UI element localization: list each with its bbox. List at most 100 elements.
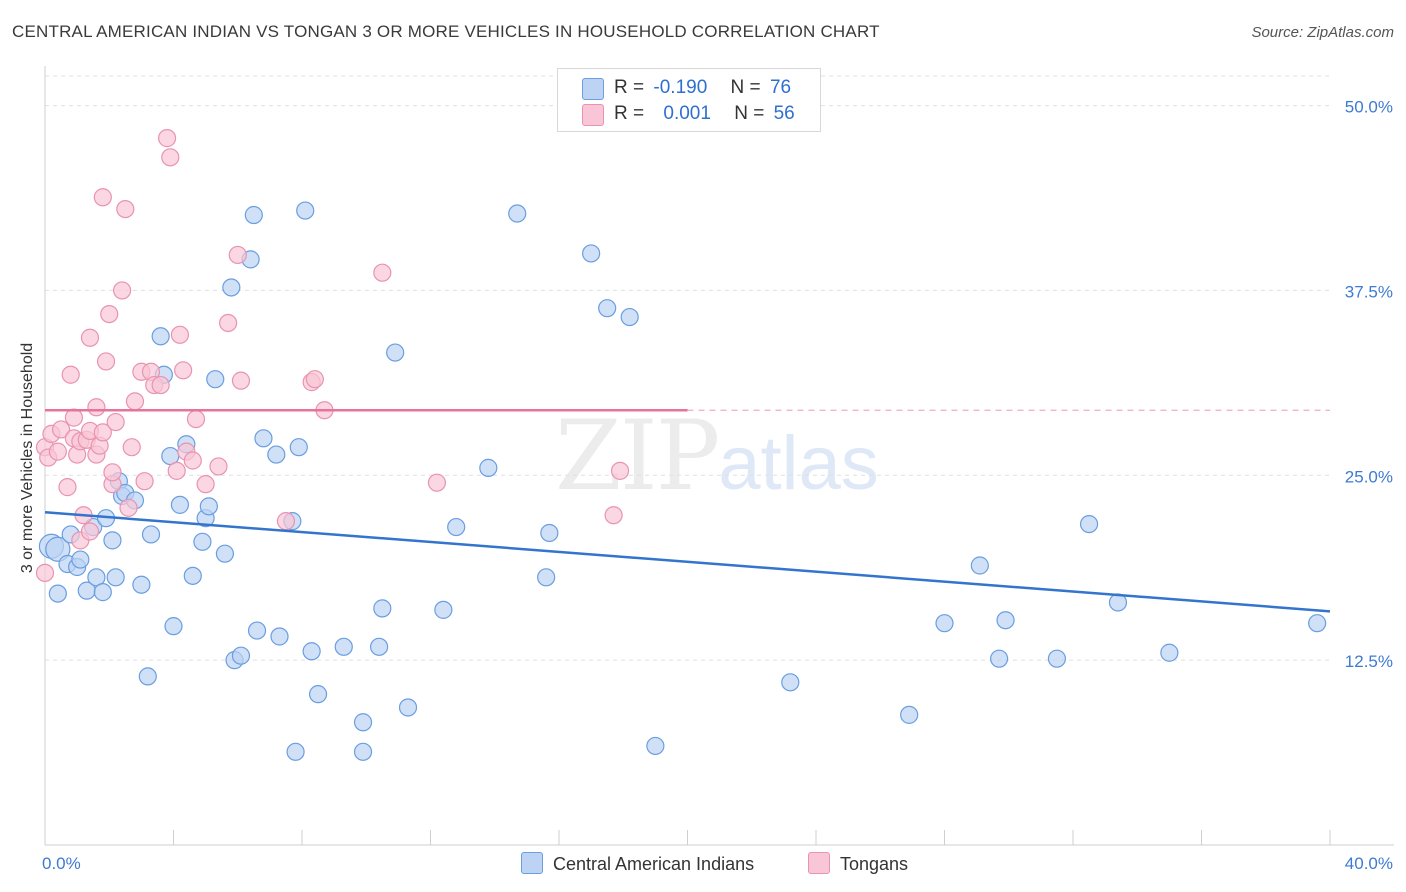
r-label: R =	[614, 77, 645, 98]
y-tick-label: 12.5%	[1345, 652, 1393, 671]
point-tongan	[80, 522, 100, 541]
point-central-american-indian	[215, 544, 234, 563]
point-tongan	[161, 148, 180, 167]
point-tongan	[427, 473, 447, 492]
point-central-american-indian	[447, 517, 466, 537]
point-central-american-indian	[1047, 649, 1067, 668]
point-tongan	[125, 392, 145, 411]
point-central-american-indian	[308, 685, 328, 704]
point-tongan	[122, 438, 141, 457]
trendline-central-american-indians	[44, 511, 1331, 613]
point-central-american-indian	[334, 637, 353, 656]
point-tongan	[51, 420, 71, 439]
point-central-american-indian	[222, 278, 241, 297]
watermark-atlas: atlas	[718, 421, 879, 506]
point-central-american-indian	[302, 642, 321, 661]
point-tongan	[100, 304, 119, 324]
point-central-american-indian	[1308, 614, 1327, 633]
point-central-american-indian	[206, 370, 225, 389]
chart-title: CENTRAL AMERICAN INDIAN VS TONGAN 3 OR M…	[12, 22, 880, 41]
point-central-american-indian	[996, 611, 1015, 630]
point-tongan	[186, 409, 206, 429]
point-central-american-indian	[1079, 514, 1099, 534]
point-tongan	[174, 361, 193, 380]
point-central-american-indian	[93, 583, 112, 602]
point-tongan	[610, 461, 630, 480]
point-tongan	[58, 478, 77, 497]
point-central-american-indian	[1160, 643, 1179, 662]
point-tongan	[305, 370, 324, 389]
legend-swatch-pink	[582, 104, 604, 126]
stats-row-tongans: R = 0.001 N = 56	[582, 103, 795, 126]
n-label: N =	[734, 103, 765, 124]
point-tongan	[231, 371, 251, 390]
point-tongan	[103, 463, 122, 482]
point-central-american-indian	[781, 673, 800, 692]
point-central-american-indian	[71, 550, 90, 569]
point-central-american-indian	[479, 458, 498, 477]
point-central-american-indian	[270, 627, 289, 646]
point-tongan	[183, 451, 202, 470]
point-central-american-indian	[151, 327, 170, 346]
point-central-american-indian	[170, 495, 190, 514]
point-central-american-indian	[132, 575, 151, 594]
legend-item-tongans: Tongans	[808, 852, 908, 875]
point-central-american-indian	[582, 244, 601, 263]
point-central-american-indian	[106, 568, 125, 587]
y-tick-label: 37.5%	[1345, 282, 1393, 301]
point-central-american-indian	[247, 621, 267, 640]
r-value: 0.001	[663, 103, 711, 124]
r-value: -0.190	[653, 77, 708, 98]
point-tongan	[116, 199, 135, 219]
point-tongan	[209, 457, 228, 476]
point-tongan	[87, 398, 106, 417]
n-label: N =	[730, 77, 761, 98]
point-central-american-indian	[296, 201, 315, 220]
y-tick-label: 50.0%	[1345, 98, 1393, 117]
point-tongan	[170, 325, 190, 344]
watermark: ZIPatlas	[555, 400, 879, 512]
x-tick-label: 40.0%	[1345, 854, 1393, 873]
point-central-american-indian	[935, 614, 954, 633]
point-tongan	[112, 281, 132, 300]
n-value: 76	[769, 77, 792, 98]
point-tongan	[228, 245, 247, 265]
point-tongan	[119, 498, 138, 517]
point-central-american-indian	[508, 204, 527, 223]
point-tongan	[61, 365, 80, 384]
point-tongan	[96, 352, 116, 371]
point-central-american-indian	[970, 556, 989, 575]
point-central-american-indian	[646, 736, 665, 756]
point-central-american-indian	[267, 445, 286, 464]
point-tongan	[64, 408, 84, 427]
point-central-american-indian	[199, 497, 218, 516]
point-central-american-indian	[103, 531, 122, 550]
source-label: Source: ZipAtlas.com	[1251, 24, 1394, 41]
point-central-american-indian	[353, 742, 373, 761]
legend-label: Tongans	[840, 854, 909, 874]
point-central-american-indian	[537, 568, 556, 587]
point-tongan	[48, 442, 67, 461]
r-label: R =	[614, 103, 645, 124]
point-central-american-indian	[164, 617, 183, 636]
point-tongan	[135, 472, 154, 491]
point-central-american-indian	[398, 698, 418, 717]
point-central-american-indian	[231, 646, 251, 665]
point-central-american-indian	[990, 649, 1009, 668]
point-tongan	[219, 313, 238, 333]
legend-label: Central American Indians	[553, 854, 755, 874]
point-central-american-indian	[254, 429, 273, 448]
legend-swatch-blue	[521, 852, 543, 874]
point-central-american-indian	[540, 523, 559, 543]
stats-legend: R = -0.190 N = 76 R = 0.001 N = 56	[557, 68, 821, 132]
y-tick-label: 25.0%	[1345, 467, 1393, 486]
point-central-american-indian	[289, 438, 308, 457]
series-legend: Central American Indians Tongans	[0, 852, 1406, 878]
point-central-american-indian	[353, 713, 373, 732]
legend-swatch-blue	[582, 78, 604, 100]
point-central-american-indian	[434, 600, 453, 619]
point-tongan	[604, 506, 623, 525]
point-central-american-indian	[373, 599, 392, 618]
point-tongan	[80, 328, 100, 347]
watermark-zip: ZIP	[555, 400, 720, 512]
